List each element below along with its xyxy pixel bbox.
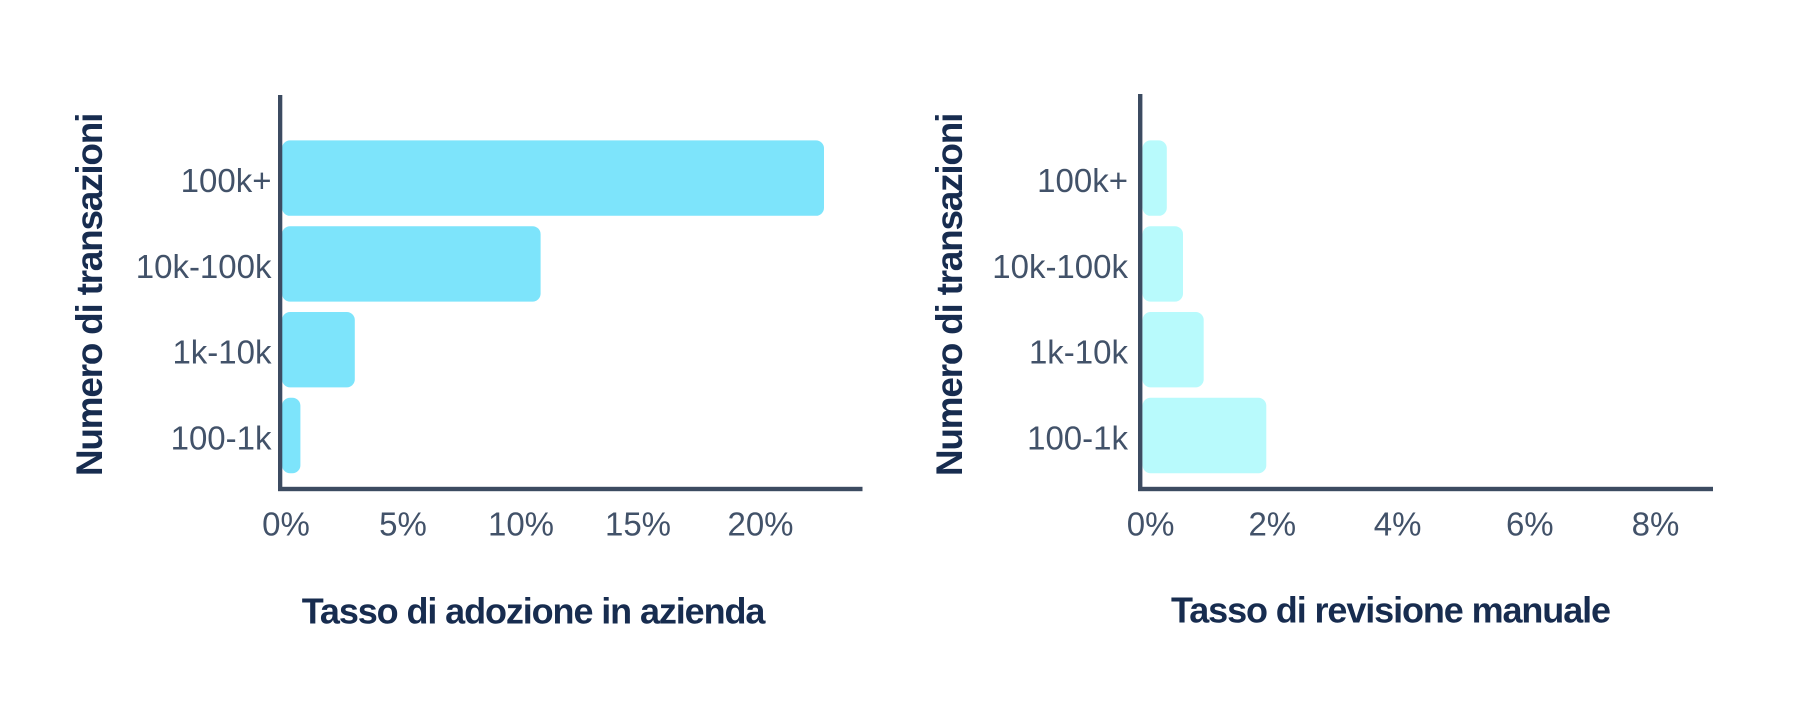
svg-text:20%: 20% (727, 505, 793, 542)
svg-text:100k+: 100k+ (181, 162, 272, 199)
svg-text:4%: 4% (1374, 505, 1422, 542)
svg-text:Tasso di adozione in azienda: Tasso di adozione in azienda (302, 590, 767, 631)
svg-text:Numero di transazioni: Numero di transazioni (929, 114, 970, 476)
svg-text:100k+: 100k+ (1037, 162, 1128, 199)
svg-text:10%: 10% (488, 505, 554, 542)
svg-text:Numero di transazioni: Numero di transazioni (69, 114, 110, 476)
svg-text:100-1k: 100-1k (1027, 419, 1128, 456)
svg-text:1k-10k: 1k-10k (172, 334, 272, 371)
svg-text:5%: 5% (379, 505, 427, 542)
svg-text:15%: 15% (605, 505, 671, 542)
svg-text:8%: 8% (1632, 505, 1680, 542)
svg-text:2%: 2% (1248, 505, 1296, 542)
svg-text:10k-100k: 10k-100k (136, 248, 272, 285)
svg-text:6%: 6% (1506, 505, 1554, 542)
svg-text:Tasso di revisione manuale: Tasso di revisione manuale (1171, 590, 1610, 631)
svg-text:100-1k: 100-1k (171, 419, 272, 456)
svg-text:10k-100k: 10k-100k (992, 248, 1128, 285)
svg-text:0%: 0% (1127, 505, 1175, 542)
svg-text:1k-10k: 1k-10k (1029, 334, 1129, 371)
svg-text:0%: 0% (262, 505, 310, 542)
